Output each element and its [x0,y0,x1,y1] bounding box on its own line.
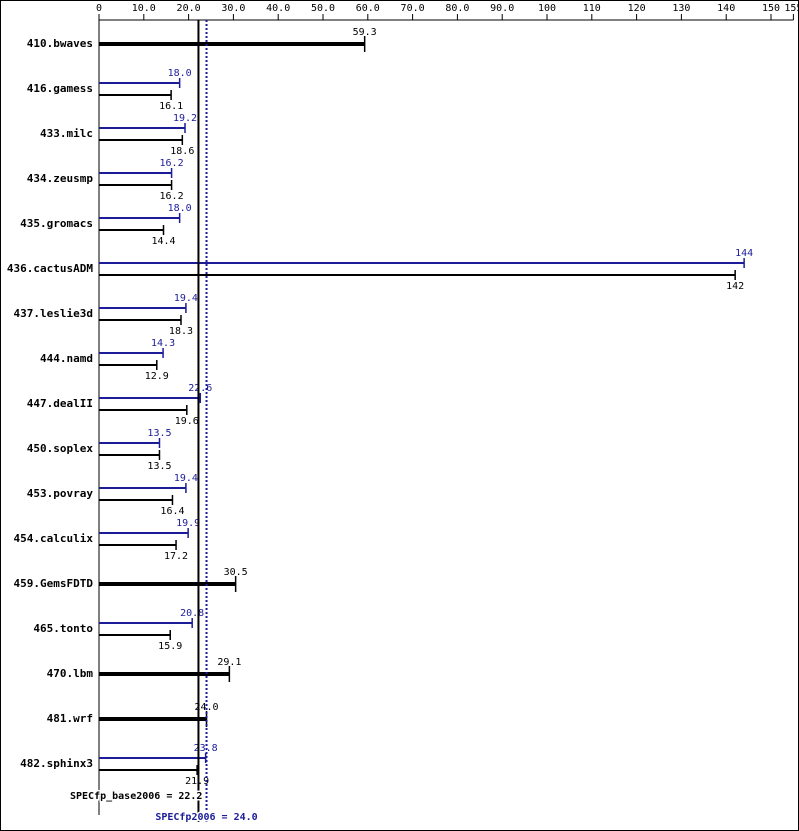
category-label: 482.sphinx3 [20,757,93,770]
x-tick-label: 20.0 [177,3,201,14]
value-label: 144 [735,248,753,259]
category-label: 444.namd [40,352,93,365]
bar [99,42,365,46]
x-tick-label: 80.0 [445,3,469,14]
category-label: 434.zeusmp [27,172,94,185]
category-label: 470.lbm [47,667,94,680]
value-label: 19.4 [174,473,198,484]
category-label: 459.GemsFDTD [14,577,94,590]
x-tick-label: 50.0 [311,3,335,14]
x-tick-label: 120 [628,3,646,14]
x-tick-label: 10.0 [132,3,156,14]
value-label: 19.6 [175,416,199,427]
value-label: 30.5 [224,567,248,578]
category-label: 481.wrf [47,712,93,725]
value-label: 16.2 [160,158,184,169]
x-tick-label: 0 [96,3,102,14]
value-label: 18.0 [168,203,192,214]
x-tick-label: 60.0 [356,3,380,14]
x-tick-label: 30.0 [221,3,245,14]
bar [99,717,207,721]
value-label: 20.8 [180,608,204,619]
category-label: 453.povray [27,487,94,500]
category-label: 436.cactusADM [7,262,93,275]
value-label: 142 [726,281,744,292]
x-tick-label: 130 [672,3,690,14]
value-label: 22.6 [188,383,212,394]
value-label: 14.4 [151,236,175,247]
value-label: 18.6 [170,146,194,157]
value-label: 19.4 [174,293,198,304]
bar [99,672,230,676]
x-tick-label: 110 [583,3,601,14]
reference-label: SPECfp2006 = 24.0 [155,812,257,823]
x-tick-label: 100 [538,3,556,14]
value-label: 59.3 [353,27,377,38]
value-label: 12.9 [145,371,169,382]
value-label: 17.2 [164,551,188,562]
value-label: 13.5 [147,461,171,472]
category-label: 410.bwaves [27,37,93,50]
value-label: 15.9 [158,641,182,652]
bar [99,582,236,586]
category-label: 447.dealII [27,397,93,410]
value-label: 24.0 [194,702,218,713]
x-tick-label: 90.0 [490,3,514,14]
category-label: 450.soplex [27,442,94,455]
reference-label: SPECfp_base2006 = 22.2 [70,791,202,802]
category-label: 465.tonto [33,622,93,635]
x-tick-label: 40.0 [266,3,290,14]
value-label: 29.1 [217,657,241,668]
value-label: 16.1 [159,101,183,112]
value-label: 16.2 [160,191,184,202]
category-label: 433.milc [40,127,93,140]
value-label: 18.3 [169,326,193,337]
category-label: 437.leslie3d [14,307,93,320]
x-tick-label: 70.0 [401,3,425,14]
value-label: 13.5 [147,428,171,439]
value-label: 19.9 [176,518,200,529]
value-label: 16.4 [160,506,184,517]
value-label: 21.9 [185,776,209,787]
x-tick-label: 140 [717,3,735,14]
category-label: 435.gromacs [20,217,93,230]
x-tick-label: 150 [762,3,780,14]
x-tick-label: 155 [784,3,799,14]
category-label: 454.calculix [14,532,94,545]
category-label: 416.gamess [27,82,93,95]
value-label: 19.2 [173,113,197,124]
value-label: 14.3 [151,338,175,349]
value-label: 18.0 [168,68,192,79]
